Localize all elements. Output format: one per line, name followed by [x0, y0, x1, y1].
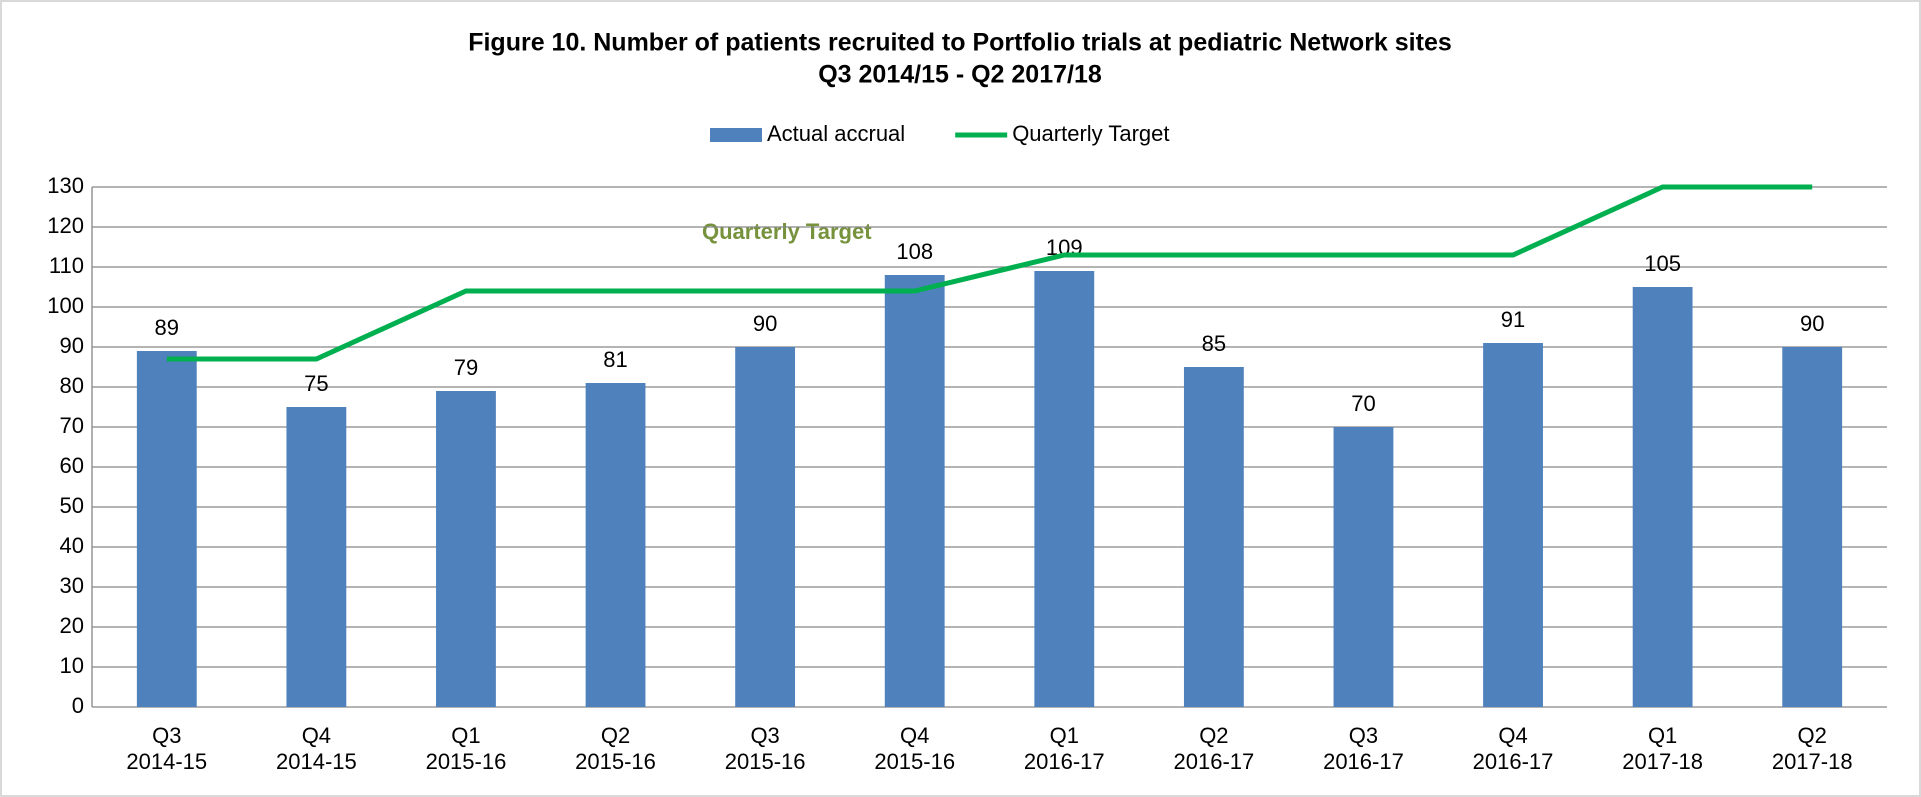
- x-tick-label: 2016-17: [1174, 749, 1255, 774]
- target-line: [166, 184, 1813, 362]
- bar: [136, 351, 197, 707]
- y-tick-label: 100: [47, 293, 84, 318]
- legend-swatch: [710, 128, 762, 142]
- x-tick-label: Q4: [900, 723, 929, 748]
- x-tick-label: Q4: [1498, 723, 1527, 748]
- y-tick-label: 20: [60, 613, 84, 638]
- annotation: Quarterly Target: [702, 219, 872, 244]
- x-tick-label: 2015-16: [725, 749, 806, 774]
- x-tick-label: 2016-17: [1473, 749, 1554, 774]
- data-label: 90: [753, 311, 777, 336]
- bar: [585, 383, 646, 707]
- bar: [884, 275, 945, 707]
- data-label: 75: [304, 371, 328, 396]
- bar: [1183, 367, 1244, 707]
- bar: [436, 391, 496, 707]
- y-tick-label: 40: [60, 533, 84, 558]
- x-tick-label: 2014-15: [126, 749, 207, 774]
- x-tick-label: Q1: [1648, 723, 1677, 748]
- x-tick-label: 2017-18: [1622, 749, 1703, 774]
- x-tick-label: 2015-16: [874, 749, 955, 774]
- data-label: 79: [454, 355, 478, 380]
- bar: [1632, 287, 1693, 707]
- x-tick-label: Q3: [750, 723, 779, 748]
- x-tick-label: 2017-18: [1772, 749, 1853, 774]
- x-tick-label: 2014-15: [276, 749, 357, 774]
- y-tick-label: 130: [47, 173, 84, 198]
- bar: [735, 347, 796, 707]
- chart-subtitle: Q3 2014/15 - Q2 2017/18: [818, 61, 1102, 89]
- x-tick-label: 2015-16: [575, 749, 656, 774]
- data-label: 81: [603, 347, 627, 372]
- y-tick-label: 30: [60, 573, 84, 598]
- bar: [1034, 271, 1095, 707]
- y-tick-label: 0: [72, 693, 84, 718]
- data-label: 108: [896, 239, 933, 264]
- y-tick-label: 80: [60, 373, 84, 398]
- bar: [1782, 347, 1843, 707]
- bar: [286, 407, 347, 707]
- x-tick-label: 2016-17: [1323, 749, 1404, 774]
- data-label: 70: [1351, 391, 1375, 416]
- chart-title: Figure 10. Number of patients recruited …: [468, 29, 1452, 57]
- legend-label: Quarterly Target: [1012, 121, 1169, 146]
- x-tick-label: Q1: [1050, 723, 1079, 748]
- x-tick-label: Q4: [302, 723, 331, 748]
- x-tick-label: Q2: [1798, 723, 1827, 748]
- x-tick-label: Q1: [451, 723, 480, 748]
- bar: [1333, 427, 1394, 707]
- y-tick-label: 70: [60, 413, 84, 438]
- y-tick-label: 50: [60, 493, 84, 518]
- data-label: 89: [155, 315, 179, 340]
- bar: [1483, 343, 1543, 707]
- data-label: 105: [1644, 251, 1681, 276]
- x-tick-label: 2015-16: [426, 749, 507, 774]
- data-label: 85: [1202, 331, 1226, 356]
- x-tick-label: Q2: [1199, 723, 1228, 748]
- x-tick-label: Q3: [1349, 723, 1378, 748]
- y-tick-label: 60: [60, 453, 84, 478]
- y-tick-label: 10: [60, 653, 84, 678]
- legend-label: Actual accrual: [767, 121, 905, 146]
- x-tick-label: Q2: [601, 723, 630, 748]
- y-tick-label: 110: [49, 253, 84, 278]
- data-label: 90: [1800, 311, 1824, 336]
- x-tick-label: Q3: [152, 723, 181, 748]
- y-tick-label: 120: [47, 213, 84, 238]
- x-tick-label: 2016-17: [1024, 749, 1105, 774]
- data-label: 91: [1501, 307, 1525, 332]
- y-tick-label: 90: [60, 333, 84, 358]
